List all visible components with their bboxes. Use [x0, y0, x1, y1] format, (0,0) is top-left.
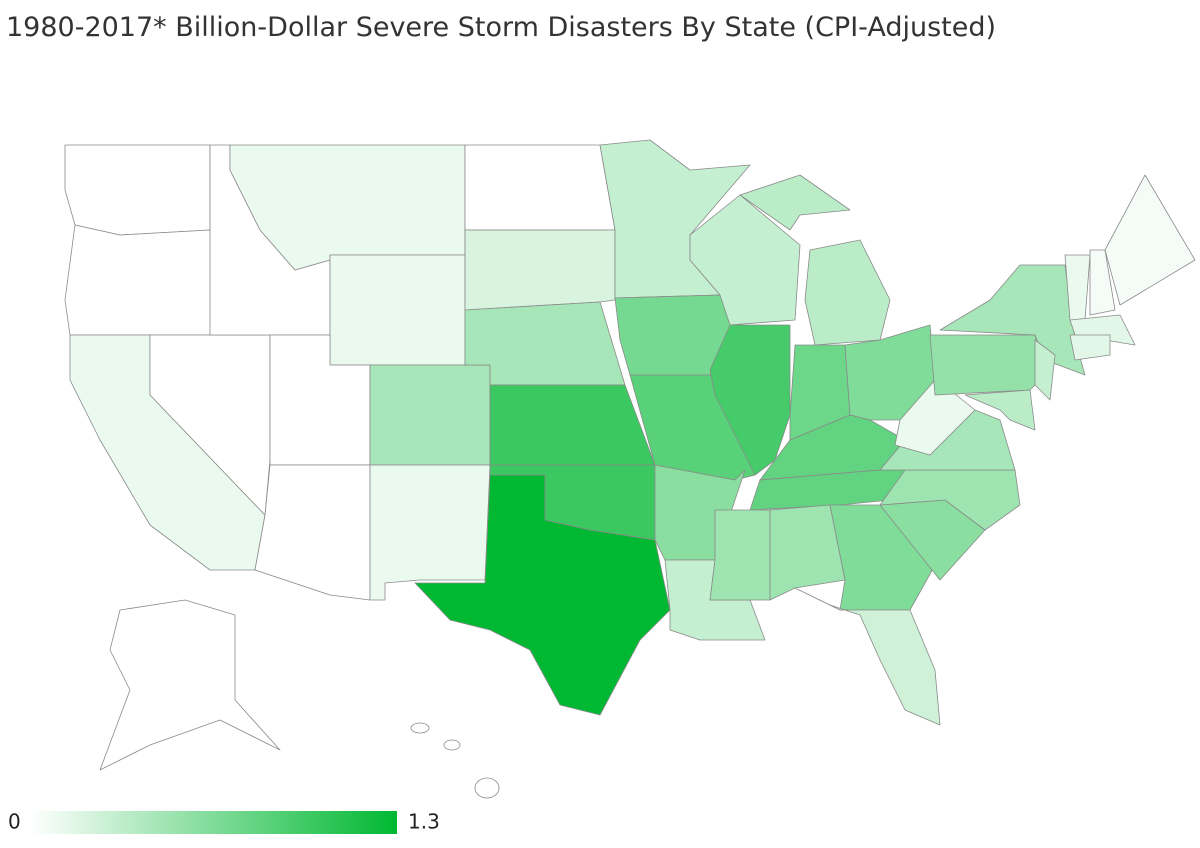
state	[709, 324, 791, 476]
state	[464, 229, 616, 311]
state	[709, 509, 771, 601]
state	[1069, 314, 1136, 346]
state	[1069, 334, 1111, 361]
state	[1034, 339, 1056, 401]
state	[689, 194, 801, 326]
state	[369, 364, 491, 466]
state	[474, 777, 500, 799]
legend-max-label: 1.3	[408, 810, 440, 834]
state	[964, 389, 1036, 431]
state	[410, 722, 430, 734]
state	[64, 224, 216, 336]
state	[1089, 249, 1116, 316]
state	[1104, 174, 1196, 306]
state	[254, 464, 371, 601]
states	[64, 139, 1196, 799]
state	[414, 474, 671, 716]
state	[464, 144, 616, 231]
state	[929, 334, 1046, 396]
state	[369, 464, 491, 601]
state	[489, 384, 656, 466]
state	[739, 174, 851, 231]
state	[329, 254, 466, 366]
state	[443, 739, 461, 751]
chart-title: 1980-2017* Billion-Dollar Severe Storm D…	[6, 12, 996, 43]
legend-colorbar	[30, 811, 397, 834]
state	[99, 599, 281, 771]
state	[64, 144, 211, 236]
state	[804, 239, 891, 346]
legend-min-label: 0	[8, 810, 21, 834]
state	[769, 504, 846, 601]
state	[794, 587, 941, 726]
